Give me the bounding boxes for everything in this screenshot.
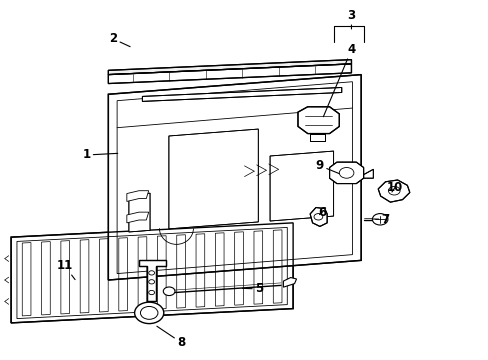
Circle shape <box>372 213 387 225</box>
Polygon shape <box>108 64 351 84</box>
Text: 4: 4 <box>323 43 355 117</box>
Polygon shape <box>11 223 292 323</box>
Polygon shape <box>108 75 361 280</box>
Text: 7: 7 <box>372 213 389 226</box>
Circle shape <box>140 306 158 319</box>
Circle shape <box>339 167 353 178</box>
Text: 5: 5 <box>242 283 263 296</box>
Polygon shape <box>269 151 333 221</box>
Polygon shape <box>309 134 324 141</box>
Polygon shape <box>142 87 341 102</box>
Polygon shape <box>138 260 165 301</box>
Text: 10: 10 <box>386 181 403 194</box>
Text: 6: 6 <box>318 206 326 219</box>
Text: 2: 2 <box>109 32 130 47</box>
Polygon shape <box>329 162 363 184</box>
Polygon shape <box>126 191 148 202</box>
Circle shape <box>148 271 154 275</box>
Polygon shape <box>363 169 372 178</box>
Text: 9: 9 <box>315 159 339 174</box>
Polygon shape <box>297 107 339 134</box>
Text: 8: 8 <box>157 326 185 349</box>
Polygon shape <box>126 212 148 223</box>
Polygon shape <box>309 207 326 226</box>
Polygon shape <box>168 129 258 229</box>
Text: 3: 3 <box>346 9 355 29</box>
Circle shape <box>134 302 163 324</box>
Polygon shape <box>108 60 351 75</box>
Text: 11: 11 <box>56 259 75 280</box>
Polygon shape <box>283 278 296 287</box>
Text: 1: 1 <box>82 148 118 162</box>
Polygon shape <box>377 180 409 202</box>
Polygon shape <box>129 193 150 232</box>
Circle shape <box>148 291 154 295</box>
Circle shape <box>163 287 175 296</box>
Circle shape <box>148 280 154 284</box>
